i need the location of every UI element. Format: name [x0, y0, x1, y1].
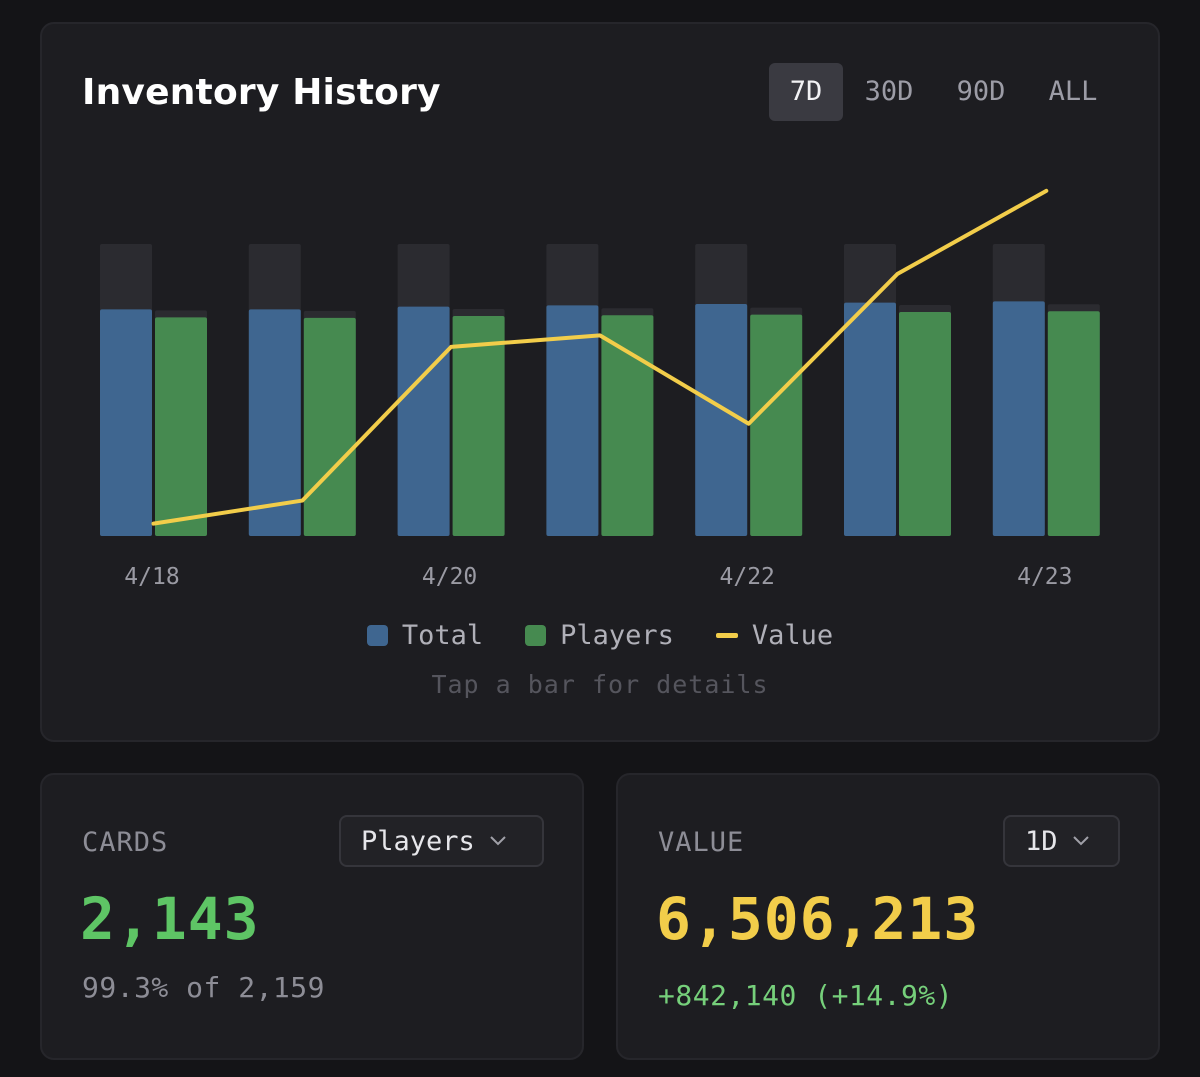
chart-hint: Tap a bar for details — [431, 670, 769, 699]
legend-label-value: Value — [751, 620, 834, 651]
players-bar[interactable] — [303, 317, 356, 536]
tab-7d[interactable]: 7D — [769, 63, 843, 121]
players-bar[interactable] — [1047, 311, 1100, 536]
x-tick-label: 4/22 — [720, 564, 775, 590]
players-bar[interactable] — [452, 316, 505, 536]
legend-item-players[interactable]: Players — [525, 620, 674, 651]
players-bar[interactable] — [601, 315, 654, 536]
x-tick-label: 4/20 — [422, 564, 477, 590]
value-line-icon — [715, 633, 738, 638]
total-bar[interactable] — [695, 304, 748, 536]
value-stat-card: VALUE 1D 6,506,213 +842,140 (+14.9%) — [616, 773, 1160, 1060]
total-bar[interactable] — [992, 301, 1045, 536]
cards-filter-value: Players — [361, 825, 475, 857]
players-bar[interactable] — [750, 314, 803, 536]
total-bar[interactable] — [397, 306, 450, 536]
legend-label-total: Total — [401, 620, 484, 651]
total-value: 6,506,213 — [656, 885, 980, 953]
total-swatch-icon — [366, 625, 388, 646]
inventory-chart: 4/18 4/20 4/22 4/23 — [100, 188, 1100, 590]
players-swatch-icon — [525, 625, 547, 646]
total-bar[interactable] — [248, 309, 301, 536]
value-label: VALUE — [658, 827, 745, 858]
tab-30d[interactable]: 30D — [864, 76, 914, 107]
total-bar[interactable] — [100, 309, 152, 536]
chevron-down-icon — [1072, 836, 1089, 846]
value-line — [151, 188, 1049, 526]
chart-legend: Total Players Value — [42, 620, 1158, 651]
total-bar[interactable] — [844, 302, 896, 536]
total-bar[interactable] — [546, 305, 599, 536]
value-change: +842,140 (+14.9%) — [658, 979, 954, 1012]
cards-filter-dropdown[interactable]: Players — [339, 815, 544, 867]
tab-90d[interactable]: 90D — [956, 76, 1006, 107]
players-bar[interactable] — [899, 312, 951, 536]
legend-label-players: Players — [560, 620, 674, 651]
tab-all[interactable]: ALL — [1048, 76, 1098, 107]
legend-item-value[interactable]: Value — [715, 620, 834, 651]
value-period-dropdown[interactable]: 1D — [1003, 815, 1120, 867]
cards-count: 2,143 — [80, 885, 260, 953]
value-period-value: 1D — [1025, 825, 1058, 857]
players-bar[interactable] — [155, 317, 207, 536]
x-tick-label: 4/18 — [124, 564, 179, 590]
x-tick-label: 4/23 — [1017, 564, 1072, 590]
cards-percentage: 99.3% of 2,159 — [82, 971, 326, 1004]
chevron-down-icon — [490, 836, 506, 846]
inventory-history-card: Inventory History 7D 30D 90D ALL 4/18 4/2… — [40, 22, 1160, 742]
cards-label: CARDS — [82, 827, 169, 858]
legend-item-total[interactable]: Total — [366, 620, 484, 651]
cards-stat-card: CARDS Players 2,143 99.3% of 2,159 — [40, 773, 584, 1060]
range-tabs: 7D 30D 90D ALL — [769, 63, 1119, 121]
page-title: Inventory History — [82, 72, 441, 113]
